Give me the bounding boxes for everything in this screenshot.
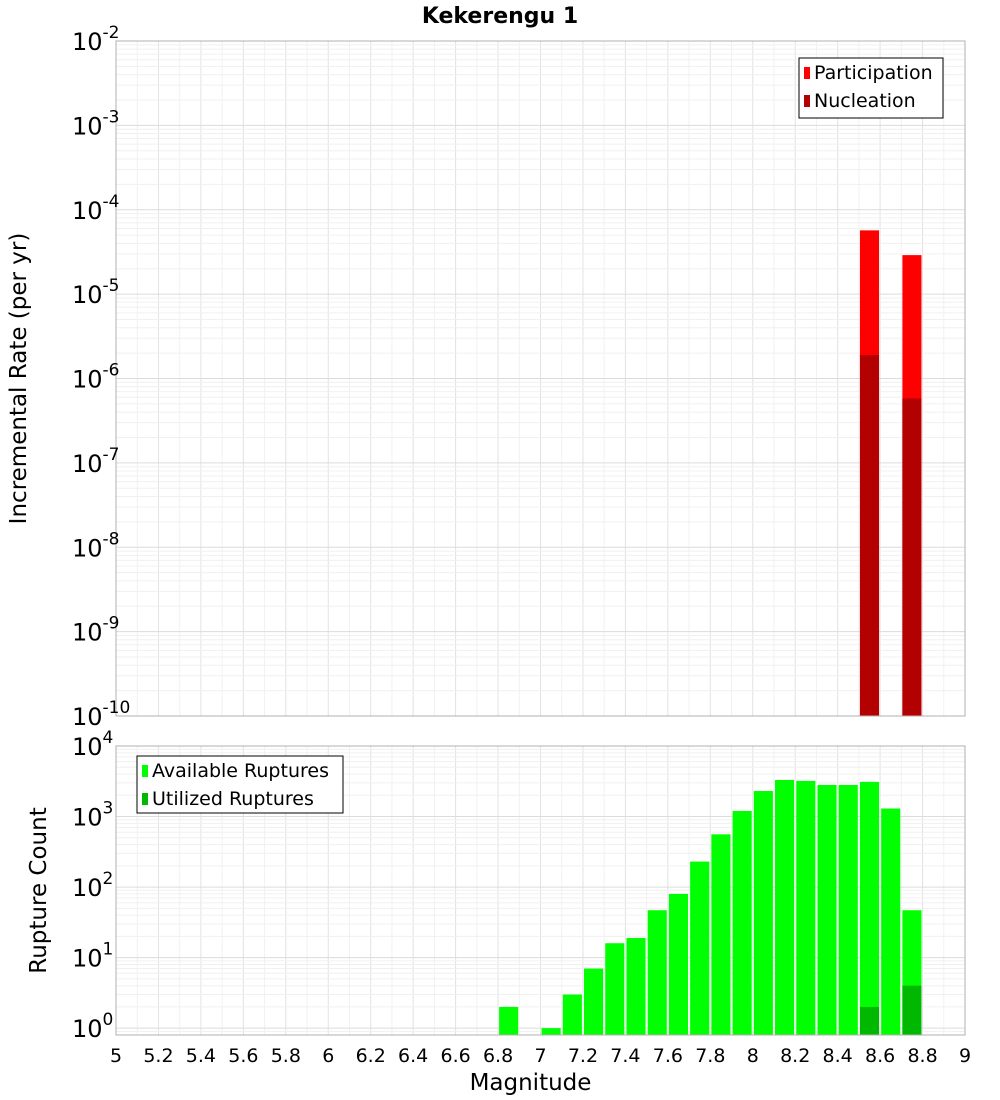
- series-2: [859, 985, 922, 1035]
- bottom-panel: 104 103 102 101 100 Rupture Count Available Ru…: [26, 728, 971, 1096]
- y-tick-label: 10-9: [72, 614, 120, 647]
- legend-swatch: [142, 765, 148, 777]
- y-tick-label: 103: [72, 799, 113, 832]
- bar: [753, 791, 773, 1035]
- y-tick-label: 101: [72, 940, 113, 973]
- grid: [115, 40, 966, 717]
- bar: [859, 1006, 880, 1035]
- bar: [796, 780, 816, 1035]
- x-axis-label: Magnitude: [470, 1070, 592, 1096]
- x-tick-label: 7.8: [695, 1045, 725, 1067]
- legend-label: Participation: [814, 62, 933, 84]
- bar: [902, 398, 922, 716]
- legend-swatch: [142, 793, 148, 805]
- x-tick-label: 8.2: [780, 1045, 810, 1067]
- y-tick-label: 100: [72, 1010, 113, 1043]
- bar: [626, 937, 646, 1035]
- y-tick-label: 102: [72, 869, 113, 902]
- x-tick-label: 6.6: [440, 1045, 470, 1067]
- bar: [859, 781, 880, 1035]
- x-tick-label: 5.4: [186, 1045, 216, 1067]
- grid: [115, 745, 966, 1036]
- bar: [711, 834, 731, 1035]
- bar: [562, 994, 582, 1035]
- legend-label: Nucleation: [814, 90, 916, 112]
- bar: [902, 985, 922, 1035]
- x-tick-label: 5: [110, 1045, 122, 1067]
- top-panel: 10-2 10-3 10-4 10-5 10-6 10-7 10-8 10-9 10-10 Inc…: [6, 23, 966, 731]
- bar: [668, 893, 689, 1035]
- x-tick-label: 7.2: [568, 1045, 598, 1067]
- x-tick-label: 8.4: [823, 1045, 853, 1067]
- bar: [690, 861, 710, 1035]
- x-tick-label: 7.6: [653, 1045, 683, 1067]
- legend: Available Ruptures Utilized Ruptures: [136, 755, 344, 814]
- y-tick-label: 10-2: [72, 23, 120, 56]
- plot-frame: [115, 40, 966, 717]
- y-tick-label: 10-8: [72, 529, 120, 562]
- y-tick-label: 10-4: [72, 192, 120, 225]
- legend-label: Utilized Ruptures: [152, 788, 314, 810]
- chart-title: Kekerengu 1: [422, 4, 578, 29]
- legend: Participation Nucleation: [798, 57, 944, 119]
- y-tick-label: 10-3: [72, 107, 120, 140]
- bar: [499, 1006, 519, 1035]
- x-tick-label: 5.2: [143, 1045, 173, 1067]
- y-axis-label: Rupture Count: [26, 807, 52, 973]
- y-tick-label: 104: [72, 728, 113, 761]
- bar: [775, 779, 795, 1035]
- x-tick-label: 7.4: [610, 1045, 640, 1067]
- bar: [732, 810, 752, 1035]
- x-tick-label: 6.2: [356, 1045, 386, 1067]
- x-tick-label: 6: [322, 1045, 334, 1067]
- y-tick-label: 10-5: [72, 276, 120, 309]
- bar: [605, 943, 625, 1035]
- bar: [881, 808, 901, 1035]
- bar: [838, 784, 858, 1035]
- x-tick-label: 8.8: [907, 1045, 937, 1067]
- series-2: [859, 354, 922, 716]
- bar: [817, 784, 837, 1035]
- legend-box: [798, 57, 944, 119]
- y-tick-label: 10-7: [72, 445, 120, 478]
- bar: [647, 910, 667, 1035]
- y-tick-label: 10-10: [72, 698, 130, 731]
- y-tick-label: 10-6: [72, 361, 120, 394]
- legend-swatch: [804, 67, 810, 79]
- legend-box: [136, 755, 344, 814]
- y-axis-label: Incremental Rate (per yr): [6, 233, 32, 525]
- x-tick-label: 6.8: [483, 1045, 513, 1067]
- x-tick-label: 6.4: [398, 1045, 428, 1067]
- bar: [584, 968, 604, 1035]
- x-tick-label: 8: [747, 1045, 759, 1067]
- bar: [859, 354, 880, 716]
- x-tick-label: 7: [534, 1045, 546, 1067]
- x-tick-label: 8.6: [865, 1045, 895, 1067]
- plot-frame: [115, 745, 966, 1036]
- x-tick-label: 5.6: [228, 1045, 258, 1067]
- x-tick-label: 9: [959, 1045, 971, 1067]
- bar: [541, 1028, 561, 1035]
- legend-label: Available Ruptures: [152, 760, 329, 782]
- legend-swatch: [804, 95, 810, 107]
- x-tick-label: 5.8: [271, 1045, 301, 1067]
